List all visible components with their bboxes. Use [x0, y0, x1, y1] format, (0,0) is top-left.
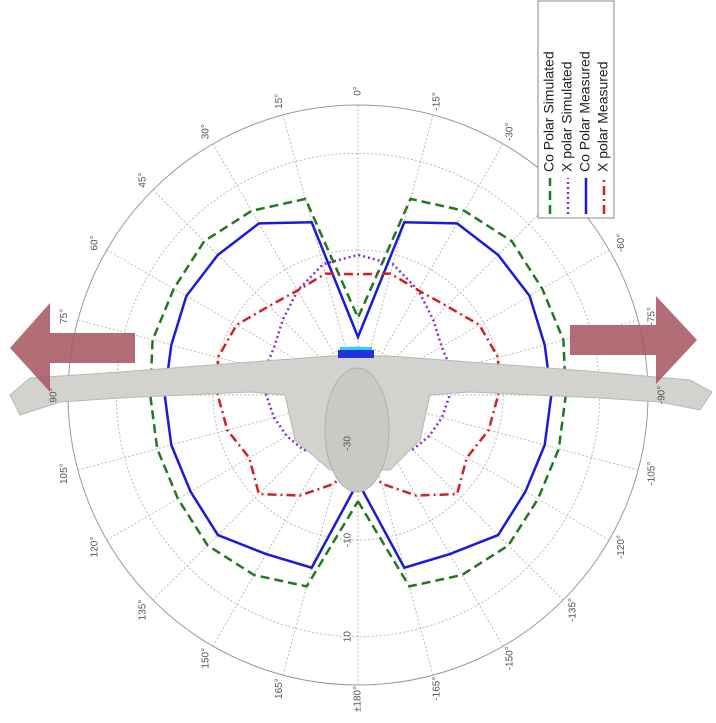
angle-label: -15°	[431, 92, 442, 110]
angle-label: -75°	[646, 307, 657, 325]
angle-label: 30°	[201, 124, 212, 139]
chart: 0° 15° 30° 45° 60° 75° 90° 105° 120° 135° 150° 165°…	[0, 0, 716, 723]
angle-label: -165°	[431, 677, 442, 701]
angle-label: -30°	[505, 123, 516, 141]
legend-label: Co Polar Simulated	[541, 51, 557, 172]
angle-label: -135°	[568, 598, 579, 622]
legend-label: X polar Simulated	[559, 61, 575, 172]
angle-label: 120°	[89, 537, 100, 558]
angle-label: 45°	[138, 172, 149, 187]
angle-label: 75°	[59, 309, 70, 324]
angle-label: 0°	[353, 86, 364, 96]
legend-label: X polar Measured	[595, 61, 611, 172]
body-overlay	[10, 296, 712, 492]
angle-label: 90°	[49, 387, 60, 402]
angle-label: ±180°	[353, 686, 364, 712]
radial-label: 10	[343, 631, 354, 643]
angle-label: 150°	[201, 648, 212, 669]
legend-label: Co Polar Measured	[577, 51, 593, 172]
radial-label: -30	[343, 436, 354, 451]
angle-label: 105°	[59, 463, 70, 484]
angle-label: -150°	[505, 646, 516, 670]
angle-label: 60°	[89, 235, 100, 250]
page: {"chart_data": {"type": "polar", "x": [-…	[0, 0, 716, 723]
angle-label: 135°	[138, 600, 149, 621]
antenna-top	[340, 347, 372, 350]
radial-label: -10	[343, 532, 354, 547]
antenna	[338, 350, 374, 358]
angle-label: -105°	[646, 462, 657, 486]
head	[325, 368, 389, 492]
angle-label: -90°	[657, 386, 668, 404]
angle-label: -120°	[616, 535, 627, 559]
angle-label: -60°	[616, 234, 627, 252]
angle-label: 165°	[274, 678, 285, 699]
angle-label: 15°	[274, 94, 285, 109]
